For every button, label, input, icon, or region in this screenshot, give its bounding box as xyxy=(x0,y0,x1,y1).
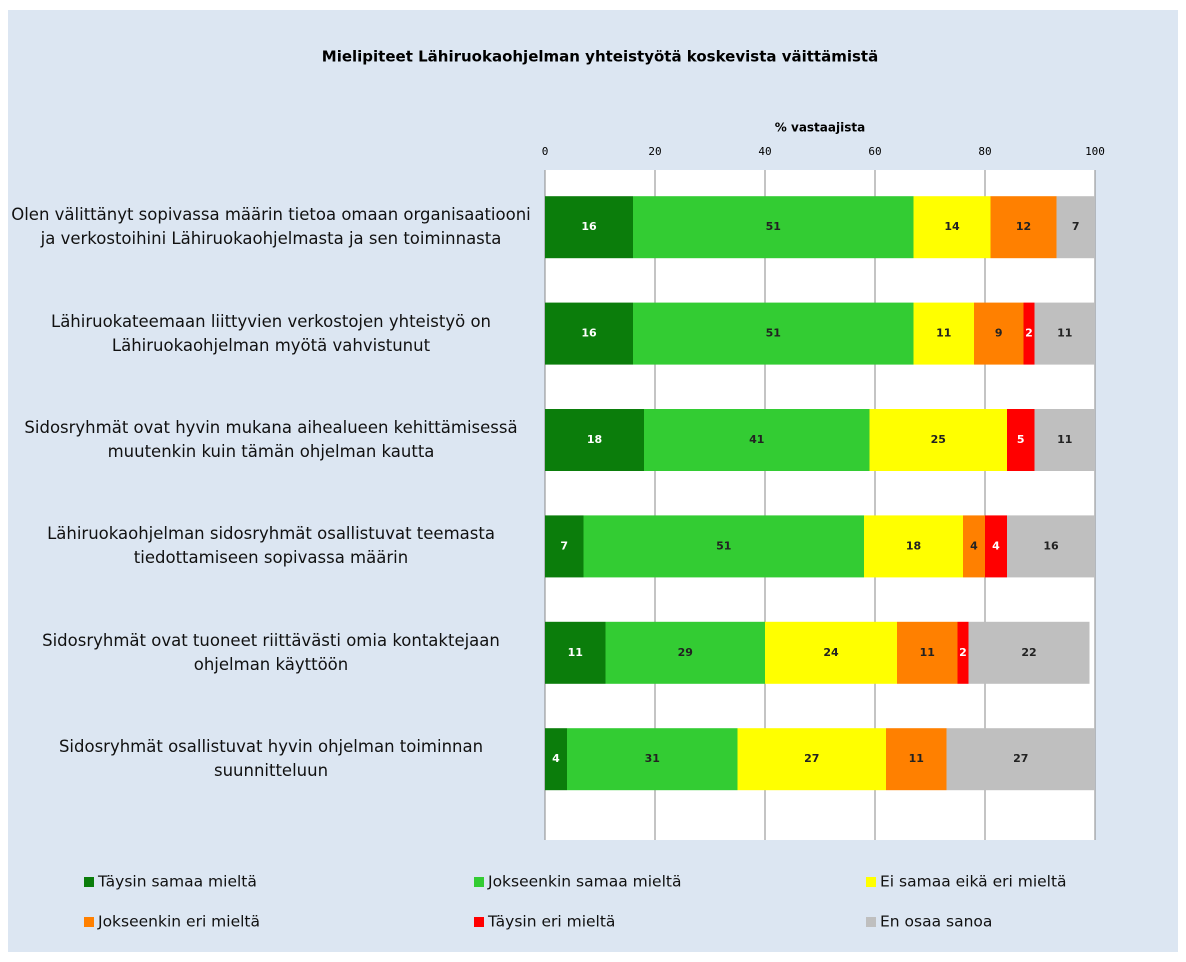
legend-swatch xyxy=(866,917,876,927)
bar-segment xyxy=(1034,409,1095,471)
data-label: 31 xyxy=(645,752,660,765)
data-label: 2 xyxy=(959,646,967,659)
bar-segment xyxy=(1034,302,1095,365)
data-label: 18 xyxy=(906,539,921,552)
legend-swatch xyxy=(474,917,484,927)
x-tick-label: 80 xyxy=(978,145,991,158)
bar-segment xyxy=(974,302,1024,365)
data-label: 4 xyxy=(552,752,560,765)
bar-segment xyxy=(545,515,584,578)
bar-segment xyxy=(737,728,886,791)
chart-title: Mielipiteet Lähiruokaohjelman yhteistyöt… xyxy=(322,48,878,66)
data-label: 11 xyxy=(936,327,951,340)
bar-segment xyxy=(963,515,985,578)
bar-segment xyxy=(968,621,1090,684)
bar-segment xyxy=(644,409,870,471)
bar-segment xyxy=(545,196,633,259)
bar-segment xyxy=(913,196,991,259)
data-label: 14 xyxy=(944,220,960,233)
data-label: 51 xyxy=(766,220,781,233)
data-label: 7 xyxy=(1072,220,1080,233)
data-label: 51 xyxy=(716,539,731,552)
bar-segment xyxy=(990,196,1057,259)
legend-label: Ei samaa eikä eri mieltä xyxy=(880,873,1067,891)
bar-segment xyxy=(633,302,914,365)
data-label: 12 xyxy=(1016,220,1031,233)
x-tick-label: 40 xyxy=(758,145,771,158)
bar-segment xyxy=(545,409,644,471)
bar-segment xyxy=(545,302,633,365)
data-label: 41 xyxy=(749,433,764,446)
legend-swatch xyxy=(474,877,484,887)
data-label: 4 xyxy=(970,539,978,552)
data-label: 27 xyxy=(1013,752,1028,765)
category-label: Lähiruokaohjelman sidosryhmät osallistuv… xyxy=(47,524,495,568)
bar-segment xyxy=(864,515,963,578)
x-axis-label: % vastaajista xyxy=(775,121,865,135)
legend-label: Täysin samaa mieltä xyxy=(97,873,257,891)
bar-segment xyxy=(545,621,606,684)
data-label: 16 xyxy=(581,220,597,233)
x-tick-label: 0 xyxy=(542,145,549,158)
data-label: 16 xyxy=(581,327,597,340)
data-label: 24 xyxy=(823,646,839,659)
category-label: Lähiruokateemaan liittyvien verkostojen … xyxy=(51,311,491,355)
category-label: Sidosryhmät ovat tuoneet riittävästi omi… xyxy=(42,630,500,674)
data-label: 51 xyxy=(766,327,781,340)
bar-segment xyxy=(1007,409,1035,471)
data-label: 11 xyxy=(1057,433,1072,446)
bar-segment xyxy=(957,621,969,684)
bar-segment xyxy=(765,621,897,684)
bar-segment xyxy=(1056,196,1095,259)
data-label: 29 xyxy=(678,646,693,659)
bar-segment xyxy=(633,196,914,259)
bar-segment xyxy=(583,515,864,578)
x-tick-label: 100 xyxy=(1085,145,1105,158)
bar-segment xyxy=(897,621,958,684)
bar-segment xyxy=(869,409,1007,471)
bar-segment xyxy=(545,728,567,791)
legend-label: En osaa sanoa xyxy=(880,913,992,931)
data-label: 9 xyxy=(995,327,1003,340)
bar-segment xyxy=(985,515,1007,578)
data-label: 11 xyxy=(920,646,935,659)
data-label: 4 xyxy=(992,539,1000,552)
legend-swatch xyxy=(866,877,876,887)
bar-segment xyxy=(1007,515,1095,578)
data-label: 27 xyxy=(804,752,819,765)
data-label: 11 xyxy=(1057,327,1072,340)
legend-label: Jokseenkin samaa mieltä xyxy=(487,873,681,891)
data-label: 2 xyxy=(1025,327,1033,340)
bar-segment xyxy=(605,621,765,684)
data-label: 7 xyxy=(560,539,568,552)
legend-label: Jokseenkin eri mieltä xyxy=(97,913,260,931)
legend-swatch xyxy=(84,877,94,887)
bar-segment xyxy=(913,302,974,365)
data-label: 5 xyxy=(1017,433,1025,446)
data-label: 11 xyxy=(909,752,924,765)
category-label: Olen välittänyt sopivassa määrin tietoa … xyxy=(11,205,531,249)
data-label: 11 xyxy=(568,646,583,659)
category-label: Sidosryhmät osallistuvat hyvin ohjelman … xyxy=(58,737,484,781)
data-label: 16 xyxy=(1043,539,1059,552)
x-tick-label: 60 xyxy=(868,145,881,158)
data-label: 18 xyxy=(587,433,602,446)
data-label: 22 xyxy=(1021,646,1036,659)
x-tick-label: 20 xyxy=(648,145,661,158)
bar-segment xyxy=(946,728,1095,791)
category-label: Sidosryhmät ovat hyvin mukana aihealueen… xyxy=(24,418,518,461)
data-label: 25 xyxy=(931,433,946,446)
legend-swatch xyxy=(84,917,94,927)
legend-label: Täysin eri mieltä xyxy=(487,913,615,931)
bar-segment xyxy=(567,728,738,791)
bar-segment xyxy=(886,728,947,791)
bar-segment xyxy=(1023,302,1035,365)
